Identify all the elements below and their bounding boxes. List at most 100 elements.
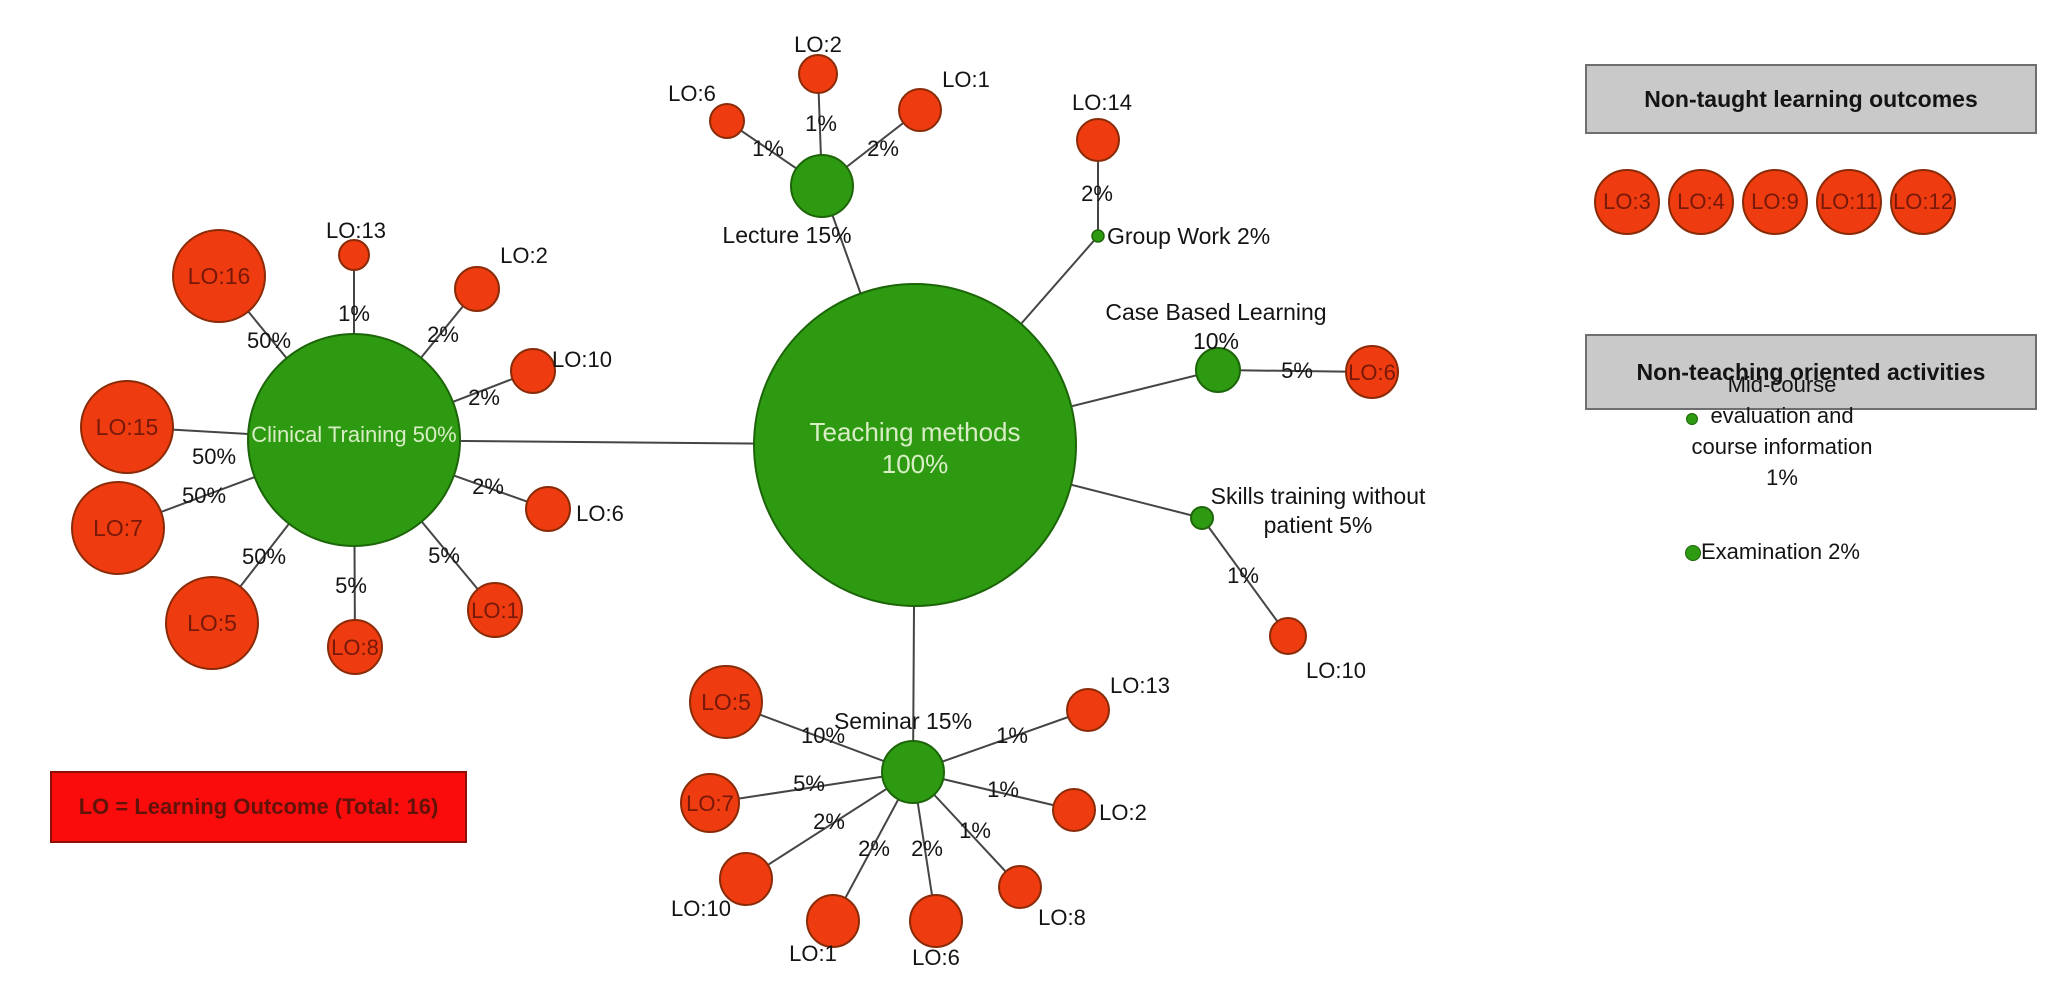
lo-legend-box: LO = Learning Outcome (Total: 16) bbox=[50, 771, 467, 843]
edge-label-cbl-cbl_lo6: 5% bbox=[1281, 358, 1313, 383]
non-taught-circle-lo-11: LO:11 bbox=[1816, 169, 1882, 235]
node-sem_lo5 bbox=[689, 665, 763, 739]
node-label-sem_lo13: LO:13 bbox=[1110, 673, 1170, 698]
node-cl_lo7 bbox=[71, 481, 165, 575]
node-label-sem_lo6: LO:6 bbox=[912, 945, 960, 970]
edge-label-clinical-cl_lo6: 2% bbox=[472, 474, 504, 499]
examination-item: Examination 2% bbox=[1701, 539, 1860, 564]
node-seminar bbox=[881, 740, 945, 804]
node-cl_lo5 bbox=[165, 576, 259, 670]
node-label-cl_lo10: LO:10 bbox=[552, 347, 612, 372]
node-label-cl_lo8: LO:8 bbox=[331, 635, 379, 660]
node-label-cbl: Case Based Learning bbox=[1105, 299, 1326, 325]
node-label-cl_lo7: LO:7 bbox=[93, 515, 143, 541]
midcourse-percent: 1% bbox=[1766, 465, 1798, 490]
edge-label-clinical-cl_lo16: 50% bbox=[247, 328, 291, 353]
node-teaching bbox=[753, 283, 1077, 607]
node-lec_lo6 bbox=[709, 103, 745, 139]
node-cl_lo13 bbox=[338, 239, 370, 271]
node-sem_lo13 bbox=[1066, 688, 1110, 732]
node-sem_lo7 bbox=[680, 773, 740, 833]
edge-label-clinical-cl_lo8: 5% bbox=[335, 573, 367, 598]
non-taught-circle-lo-12: LO:12 bbox=[1890, 169, 1956, 235]
non-taught-title: Non-taught learning outcomes bbox=[1644, 85, 1978, 112]
edge-label-seminar-sem_lo10: 2% bbox=[813, 809, 845, 834]
non-taught-header: Non-taught learning outcomes bbox=[1585, 64, 2037, 134]
node-label-gw_lo14: LO:14 bbox=[1072, 90, 1132, 115]
node-cl_lo16 bbox=[172, 229, 266, 323]
node-label-groupwork: Group Work 2% bbox=[1107, 223, 1270, 249]
node-label-sem_lo8: LO:8 bbox=[1038, 905, 1086, 930]
edge-label-seminar-sem_lo2: 1% bbox=[987, 777, 1019, 802]
node-label-cl_lo2: LO:2 bbox=[500, 243, 548, 268]
edge-label-clinical-cl_lo7: 50% bbox=[182, 483, 226, 508]
node-cl_lo8 bbox=[327, 619, 383, 675]
node-label-sk_lo10: LO:10 bbox=[1306, 658, 1366, 683]
midcourse-dot bbox=[1686, 413, 1698, 425]
edge-label-seminar-sem_lo5: 10% bbox=[801, 723, 845, 748]
edge-label-seminar-sem_lo7: 5% bbox=[793, 771, 825, 796]
edge-seminar-sem_lo10 bbox=[745, 771, 914, 880]
edge-label-groupwork-gw_lo14: 2% bbox=[1081, 181, 1113, 206]
midcourse-item: Mid-course evaluation and course informa… bbox=[1657, 369, 1907, 493]
node-sem_lo1 bbox=[806, 894, 860, 948]
node-label-cbl_lo6: LO:6 bbox=[1348, 360, 1396, 385]
edge-label-seminar-sem_lo1: 2% bbox=[858, 836, 890, 861]
node-sem_lo10 bbox=[719, 852, 773, 906]
examination-dot bbox=[1685, 545, 1701, 561]
node-label-sem_lo2: LO:2 bbox=[1099, 800, 1147, 825]
edge-label-clinical-cl_lo10: 2% bbox=[468, 385, 500, 410]
edge-label-clinical-cl_lo5: 50% bbox=[242, 544, 286, 569]
node-label-seminar: Seminar 15% bbox=[834, 708, 972, 734]
edge-label-clinical-cl_lo2: 2% bbox=[427, 322, 459, 347]
edge-label-lecture-lec_lo2: 1% bbox=[805, 111, 837, 136]
node-lecture bbox=[790, 154, 854, 218]
non-teaching-header: Non-teaching oriented activities bbox=[1585, 334, 2037, 410]
edge-label-skills-sk_lo10: 1% bbox=[1227, 563, 1259, 588]
node-label-clinical: Clinical Training 50% bbox=[251, 422, 456, 447]
node-sem_lo2 bbox=[1052, 788, 1096, 832]
edge-label-seminar-sem_lo6: 2% bbox=[911, 836, 943, 861]
node-label-teaching: Teaching methods bbox=[809, 417, 1020, 447]
node-label-lec_lo6: LO:6 bbox=[668, 81, 716, 106]
node-label-lecture: Lecture 15% bbox=[722, 222, 851, 248]
node-groupwork bbox=[1091, 229, 1105, 243]
non-taught-circle-lo-4: LO:4 bbox=[1668, 169, 1734, 235]
non-teaching-title: Non-teaching oriented activities bbox=[1636, 358, 1986, 385]
node-label-cbl: 10% bbox=[1193, 328, 1239, 354]
edge-label-lecture-lec_lo1: 2% bbox=[867, 136, 899, 161]
edge-label-lecture-lec_lo6: 1% bbox=[752, 136, 784, 161]
node-label-skills: patient 5% bbox=[1264, 512, 1373, 538]
node-label-sem_lo5: LO:5 bbox=[701, 689, 751, 715]
edge-label-clinical-cl_lo13: 1% bbox=[338, 301, 370, 326]
node-label-sem_lo10: LO:10 bbox=[671, 896, 731, 921]
non-taught-circle-lo-3: LO:3 bbox=[1594, 169, 1660, 235]
node-label-cl_lo13: LO:13 bbox=[326, 218, 386, 243]
node-clinical bbox=[247, 333, 461, 547]
midcourse-line-3: course information bbox=[1691, 434, 1873, 459]
node-sem_lo8 bbox=[998, 865, 1042, 909]
edge-label-clinical-cl_lo1: 5% bbox=[428, 543, 460, 568]
node-label-cl_lo15: LO:15 bbox=[96, 414, 159, 440]
edge-label-seminar-sem_lo8: 1% bbox=[959, 818, 991, 843]
node-cl_lo2 bbox=[454, 266, 500, 312]
node-cl_lo6 bbox=[525, 486, 571, 532]
node-cl_lo15 bbox=[80, 380, 174, 474]
node-sk_lo10 bbox=[1269, 617, 1307, 655]
node-lec_lo1 bbox=[898, 88, 942, 132]
node-label-sem_lo7: LO:7 bbox=[686, 791, 734, 816]
node-label-lec_lo2: LO:2 bbox=[794, 32, 842, 57]
node-lec_lo2 bbox=[798, 54, 838, 94]
node-label-teaching: 100% bbox=[882, 449, 949, 479]
midcourse-line-2: evaluation and bbox=[1710, 403, 1854, 428]
edge-seminar-sem_lo7 bbox=[709, 771, 914, 804]
node-label-lec_lo1: LO:1 bbox=[942, 67, 990, 92]
midcourse-line-1: Mid-course bbox=[1727, 372, 1837, 397]
node-label-cl_lo1: LO:1 bbox=[471, 598, 519, 623]
node-label-cl_lo16: LO:16 bbox=[188, 263, 251, 289]
lo-legend-text: LO = Learning Outcome (Total: 16) bbox=[78, 794, 439, 819]
node-label-sem_lo1: LO:1 bbox=[789, 941, 837, 966]
node-cl_lo10 bbox=[510, 348, 556, 394]
node-cbl_lo6 bbox=[1345, 345, 1399, 399]
